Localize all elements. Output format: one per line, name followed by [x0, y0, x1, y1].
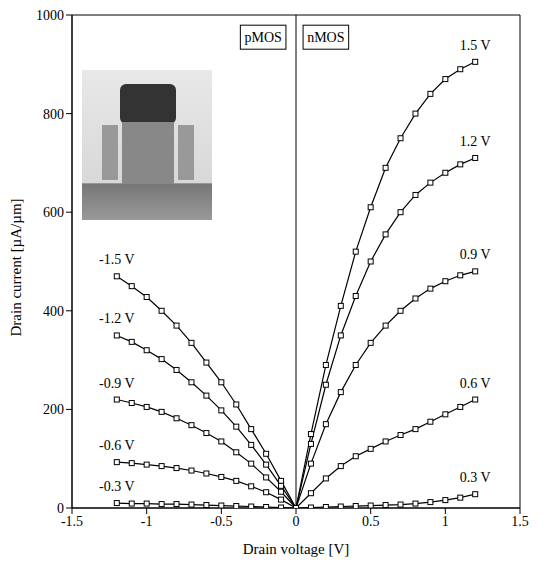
svg-text:-0.9 V: -0.9 V	[99, 376, 135, 391]
svg-text:1.5 V: 1.5 V	[460, 38, 491, 53]
svg-text:1.5: 1.5	[511, 514, 529, 529]
svg-text:Drain voltage [V]: Drain voltage [V]	[243, 541, 350, 557]
svg-text:1: 1	[442, 514, 449, 529]
svg-text:-0.6 V: -0.6 V	[99, 438, 135, 453]
svg-text:-1: -1	[141, 514, 153, 529]
svg-text:0: 0	[293, 514, 300, 529]
svg-text:pMOS: pMOS	[244, 30, 281, 45]
svg-text:0: 0	[57, 501, 64, 516]
svg-text:0.6 V: 0.6 V	[460, 376, 491, 391]
svg-text:0.5: 0.5	[362, 514, 380, 529]
svg-text:0.3 V: 0.3 V	[460, 470, 491, 485]
svg-text:1.2 V: 1.2 V	[460, 134, 491, 149]
svg-text:nMOS: nMOS	[307, 30, 344, 45]
svg-text:400: 400	[43, 304, 64, 319]
svg-text:200: 200	[43, 402, 64, 417]
svg-text:600: 600	[43, 205, 64, 220]
svg-text:-0.3 V: -0.3 V	[99, 479, 135, 494]
svg-text:-1.5: -1.5	[61, 514, 83, 529]
svg-text:-1.5 V: -1.5 V	[99, 252, 135, 267]
svg-text:-1.2 V: -1.2 V	[99, 311, 135, 326]
svg-text:800: 800	[43, 107, 64, 122]
svg-text:-0.5: -0.5	[210, 514, 232, 529]
svg-text:1000: 1000	[36, 8, 64, 23]
svg-text:Drain current [µA/µm]: Drain current [µA/µm]	[8, 198, 24, 336]
svg-text:0.9 V: 0.9 V	[460, 247, 491, 262]
